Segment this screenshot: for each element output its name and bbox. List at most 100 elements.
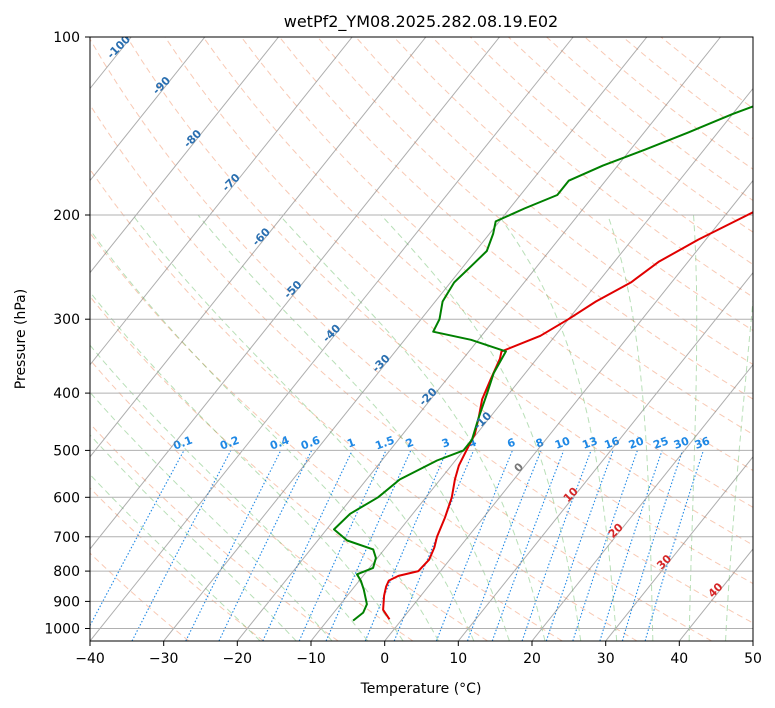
moist-adiabat-line: [497, 214, 618, 641]
moist-adiabat-line: [132, 214, 475, 641]
isotherm-label: -60: [250, 225, 273, 248]
mixing-ratio-label: 1: [345, 436, 357, 451]
y-tick-label: 400: [53, 386, 80, 402]
moist-adiabat-line: [90, 473, 261, 641]
isotherm-line: [90, 37, 500, 550]
mixing-ratio-line: [491, 450, 565, 641]
isotherm-label: -80: [181, 127, 204, 150]
y-tick-label: 800: [53, 564, 80, 580]
dry-adiabat-line: [469, 37, 753, 266]
dewpoint-profile-line: [333, 105, 753, 622]
dry-adiabat-line: [90, 38, 753, 624]
isotherm-line: [531, 363, 753, 641]
dry-adiabat-line: [202, 37, 753, 508]
isotherm-line: [90, 37, 279, 274]
dry-adiabat-line: [431, 37, 753, 298]
x-axis: −40 −30 −20 −10 0 10 20 30 40 50: [75, 641, 762, 667]
mixing-ratio-line: [298, 450, 387, 641]
mixing-ratio-label: 25: [651, 434, 670, 451]
y-tick-label: 600: [53, 490, 80, 506]
mixing-ratio-label: 6: [505, 436, 517, 451]
mixing-ratio-line: [545, 450, 614, 641]
moist-adiabat-line: [90, 391, 333, 641]
isotherm-line: [90, 37, 574, 641]
moist-adiabat-line: [90, 229, 439, 641]
x-tick-label: 20: [523, 651, 541, 667]
mixing-ratio-line: [572, 450, 638, 641]
profile-series: [333, 105, 753, 622]
y-tick-label: 900: [53, 594, 80, 610]
mixing-ratio-label: 16: [603, 434, 622, 452]
isotherm-line: [90, 37, 206, 182]
mixing-ratio-line: [218, 450, 313, 641]
y-axis-label: Pressure (hPa): [13, 289, 29, 389]
moist-adiabat-line: [607, 214, 654, 641]
isotherm-label: 20: [606, 520, 626, 540]
moist-adiabat-line: [725, 294, 753, 641]
mixing-ratio-line: [185, 450, 282, 641]
mixing-ratio-label: 8: [534, 436, 546, 451]
isotherm-label: 30: [654, 552, 674, 572]
isotherm-label: 40: [706, 580, 726, 600]
mixing-ratio-label: 4: [467, 436, 479, 451]
dry-adiabat-line: [317, 37, 753, 400]
mixing-ratio-label: 30: [672, 434, 691, 452]
mixing-ratio-line: [325, 450, 412, 641]
mixing-ratio-label: 13: [580, 434, 599, 451]
isotherm-label: 10: [561, 485, 581, 505]
isotherm-line: [310, 87, 753, 641]
isobar-grid: [90, 37, 753, 629]
moist-adiabat-line: [380, 214, 582, 641]
y-tick-label: 300: [53, 312, 80, 328]
mixing-ratio-line: [435, 450, 514, 641]
x-tick-label: −40: [75, 651, 105, 667]
moist-adiabat-line: [688, 214, 698, 641]
mixing-ratio-label: 10: [553, 434, 572, 452]
isotherm-line: [90, 37, 427, 458]
isotherm-label: 0: [512, 460, 527, 475]
dry-adiabat-line: [90, 104, 712, 641]
dry-adiabat-line: [90, 295, 488, 641]
dry-adiabat-line: [508, 37, 753, 233]
dry-adiabat-line: [164, 37, 753, 546]
x-tick-label: −20: [223, 651, 253, 667]
mixing-ratio-line: [599, 450, 663, 641]
y-tick-label: 1000: [44, 622, 80, 638]
y-tick-label: 700: [53, 530, 80, 546]
mixing-ratio-label: 0.4: [268, 434, 291, 453]
moist-adiabats: [90, 214, 753, 641]
isotherm-line: [678, 548, 753, 641]
x-tick-label: 50: [744, 651, 762, 667]
moist-adiabat-line: [90, 434, 297, 641]
dry-adiabat-line: [90, 232, 563, 641]
isotherm-label: -20: [417, 385, 440, 408]
mixing-ratio-line: [131, 450, 232, 641]
mixing-ratio-label: 36: [693, 434, 712, 452]
mixing-ratio-label: 0.1: [171, 434, 194, 453]
dry-adiabat-line: [393, 37, 753, 332]
y-tick-label: 100: [53, 30, 80, 46]
mixing-ratio-label: 0.6: [299, 434, 322, 453]
y-axis: 100 200 300 400 500 600 700 800 900 1000: [44, 30, 90, 638]
dry-adiabat-line: [584, 37, 753, 170]
isotherm-line: [236, 37, 721, 641]
y-tick-label: 500: [53, 443, 80, 459]
mixing-ratio-label: 0.2: [218, 434, 241, 453]
plot-area: 0.1 0.2 0.4 0.6 1 1.5 2 3 4 6 8 10 13 16 20 25 30 36 -100…: [90, 37, 753, 641]
temperature-profile-line: [382, 211, 753, 620]
moist-adiabat-line: [90, 291, 404, 641]
isotherm-line: [605, 456, 753, 641]
isotherm-line: [752, 640, 753, 641]
isotherm-line: [90, 37, 353, 366]
isotherm-label: -70: [220, 171, 243, 194]
moist-adiabat-line: [279, 214, 546, 641]
mixing-ratio-label: 2: [404, 436, 416, 451]
isotherm-line: [163, 37, 648, 641]
isotherm-label: -30: [370, 352, 393, 375]
mixing-ratio-line: [521, 450, 592, 641]
moist-adiabat-line: [197, 214, 510, 641]
x-tick-label: 0: [380, 651, 389, 667]
plot-frame: [89, 36, 754, 642]
mixing-ratio-line: [621, 450, 684, 641]
